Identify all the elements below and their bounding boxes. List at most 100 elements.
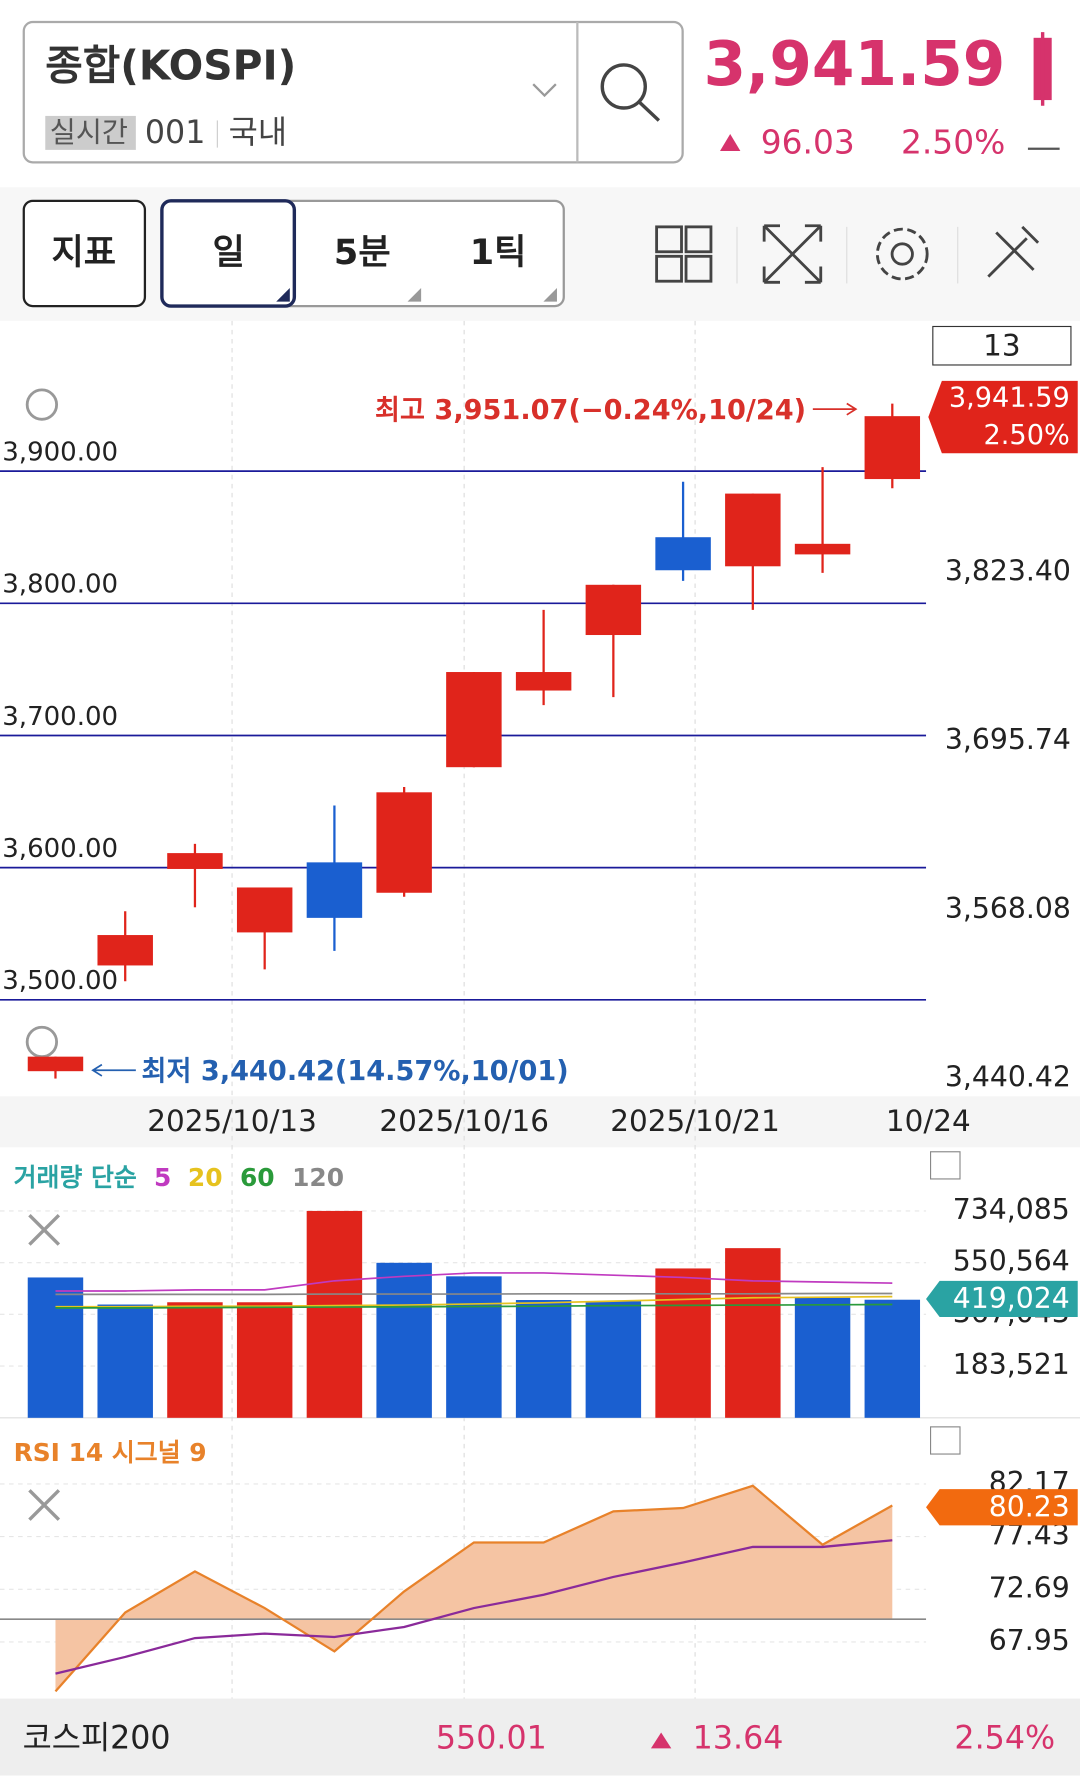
y-tick-label: 67.95 xyxy=(989,1624,1070,1657)
volume-bar xyxy=(655,1268,711,1418)
last-tag xyxy=(928,380,1078,454)
legend-entry: 120 xyxy=(292,1163,344,1192)
y-tick-label: 3,500.00 xyxy=(2,966,118,996)
note-arrow xyxy=(812,402,858,416)
change: 96.03 xyxy=(761,124,855,162)
toolbar-button-label: 일 xyxy=(213,232,245,273)
candle-body xyxy=(97,935,153,966)
x-tick-label: 10/24 xyxy=(886,1104,971,1138)
volume-bar xyxy=(27,1277,84,1418)
close-icon[interactable] xyxy=(28,1213,61,1246)
dropdown-icon[interactable] xyxy=(532,83,557,98)
candle-body xyxy=(585,584,642,636)
footer-price: 550.01 xyxy=(436,1720,547,1756)
last-tag-price: 3,941.59 xyxy=(949,382,1070,413)
y-tick-label: 3,600.00 xyxy=(2,834,118,864)
y2-tick-label: 3,695.74 xyxy=(945,723,1071,756)
zoom-in[interactable] xyxy=(25,388,59,421)
count: 13 xyxy=(983,328,1020,362)
x-tick-label: 2025/10/13 xyxy=(147,1104,317,1138)
search-handle xyxy=(638,101,661,122)
volume-bar xyxy=(585,1301,642,1418)
last-tag xyxy=(926,1489,1078,1526)
rsi-line xyxy=(55,1539,893,1675)
up-arrow xyxy=(650,1732,672,1749)
candle-body xyxy=(27,1056,84,1072)
toolbar-labels: 지표 일 5분 1틱 xyxy=(52,232,527,273)
y-tick-label: 3,700.00 xyxy=(2,702,118,732)
footer-bg xyxy=(0,1698,1080,1776)
volume-bar xyxy=(446,1276,502,1418)
rsi-area xyxy=(55,1485,893,1692)
ma-line xyxy=(55,1272,893,1292)
low-note: 최저 3,440.42(14.57%,10/01) xyxy=(142,1056,569,1087)
rsi-line xyxy=(54,1484,893,1693)
footer-name: 코스피200 xyxy=(23,1720,171,1756)
volume-bar xyxy=(167,1302,223,1418)
toolbar-button-label: 1틱 xyxy=(470,232,527,273)
y2-tick-label: 3,823.40 xyxy=(945,554,1071,587)
symbol-box[interactable] xyxy=(22,20,684,164)
badge: 실시간 xyxy=(50,116,128,149)
volume-bar xyxy=(236,1302,293,1418)
corner xyxy=(407,288,422,302)
legend-entry: 60 xyxy=(240,1163,275,1192)
settings-core xyxy=(890,242,914,266)
layout-icon xyxy=(684,254,713,283)
rsi-title: RSI 14 시그널 9 xyxy=(14,1438,207,1467)
y2-tick-label: 3,440.42 xyxy=(945,1061,1071,1094)
last-tag-volume: 419,024 xyxy=(953,1282,1070,1315)
menu-icon[interactable] xyxy=(930,1426,961,1455)
x-tick-label: 2025/10/16 xyxy=(379,1104,549,1138)
candle-body xyxy=(794,543,851,555)
y-tick-label: 734,085 xyxy=(953,1193,1070,1226)
toolbar-button-label: 5분 xyxy=(334,232,391,273)
close-icon[interactable] xyxy=(28,1489,61,1521)
layout-icon[interactable] xyxy=(655,225,683,254)
symbol-title: 종합(KOSPI) xyxy=(45,41,296,89)
badge-bg xyxy=(45,115,136,150)
candle-body xyxy=(515,672,572,691)
tools-icon[interactable] xyxy=(987,225,1040,278)
price: 3,941.59 xyxy=(704,29,1006,100)
volume-bar xyxy=(794,1297,851,1418)
footer-change: 13.64 xyxy=(693,1720,784,1756)
period-selected[interactable] xyxy=(160,199,297,308)
layout-icon xyxy=(655,254,683,283)
candle-body xyxy=(446,672,502,768)
search-icon[interactable] xyxy=(600,63,647,110)
candle-body xyxy=(236,887,293,933)
volume-bar xyxy=(515,1300,572,1418)
settings-icon[interactable] xyxy=(875,227,929,281)
volume-bar xyxy=(376,1262,432,1418)
count-box xyxy=(932,325,1072,366)
last-tag-rsi: 80.23 xyxy=(989,1490,1070,1523)
change-pct: 2.50% xyxy=(901,124,1005,162)
market: 국내 xyxy=(229,115,287,151)
up-arrow xyxy=(720,134,741,152)
candle-body xyxy=(655,537,711,571)
volume-bar xyxy=(864,1299,921,1418)
y-tick-label: 72.69 xyxy=(989,1571,1070,1604)
y-tick-label: 550,564 xyxy=(953,1245,1070,1278)
charts: 13 3,500.00 3,600.00 3,700.00 3,800.00 3,900.… xyxy=(0,320,1078,1756)
layout-icon xyxy=(684,225,713,254)
y2-tick-label: 3,568.08 xyxy=(945,892,1071,925)
indicator-button[interactable] xyxy=(22,199,147,308)
symbol-code: 001 xyxy=(145,115,205,151)
candle-body xyxy=(376,792,432,893)
footer-change-pct: 2.54% xyxy=(954,1720,1055,1756)
volume-bar xyxy=(97,1304,153,1418)
legend-entry: 5 xyxy=(154,1163,171,1192)
corner xyxy=(543,288,557,302)
menu-icon[interactable] xyxy=(930,1151,961,1180)
toolbar-button-label: 지표 xyxy=(52,232,117,273)
ma-line xyxy=(55,1295,893,1308)
toolbar-icons xyxy=(655,224,1040,284)
y-tick-label: 3,800.00 xyxy=(2,570,118,600)
expand-icon[interactable] xyxy=(762,224,823,284)
volume-title: 거래량 단순 xyxy=(14,1163,137,1192)
candle-body xyxy=(306,862,363,918)
last-tag-change: 2.50% xyxy=(984,420,1070,451)
